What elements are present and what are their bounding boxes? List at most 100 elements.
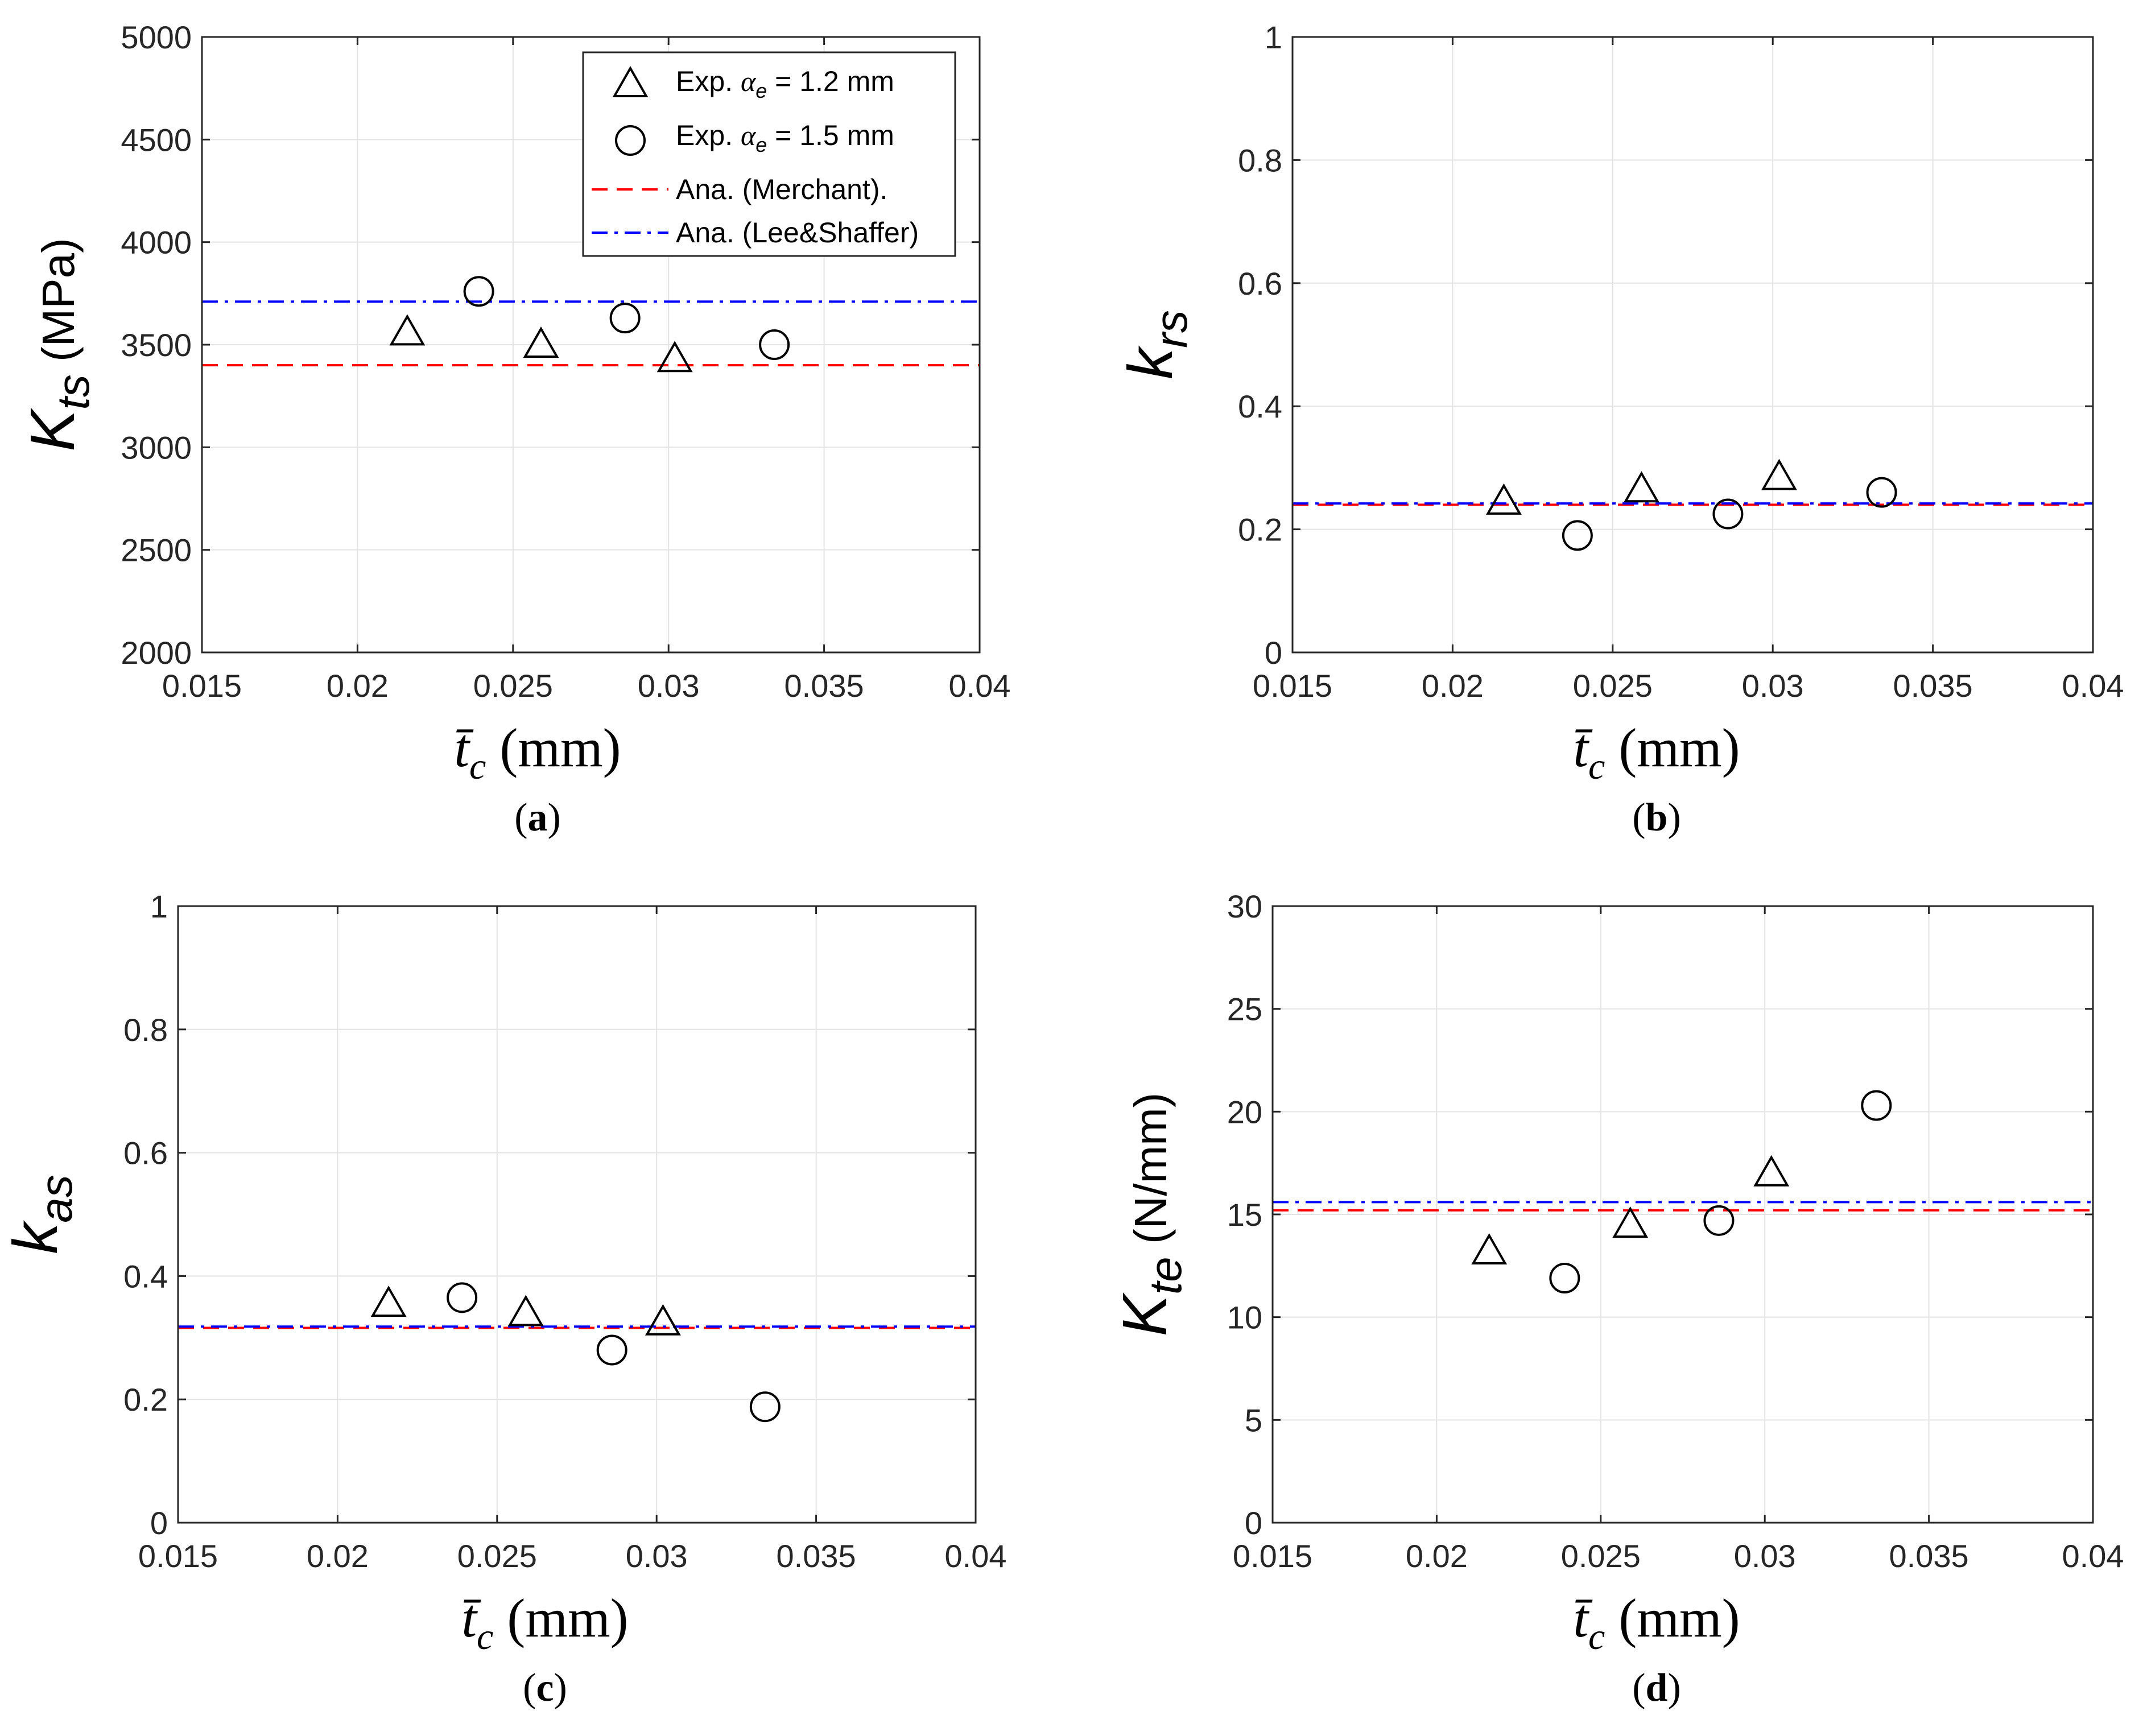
circle-marker [749,1391,781,1423]
y-tick-label: 0.8 [1238,142,1282,178]
y-tick-label: 0.4 [123,1258,168,1294]
x-axis-label: t̄c (mm) [1573,717,1740,787]
legend-circle-label: Exp. αe = 1.5 mm [676,119,894,156]
x-tick-label: 0.025 [457,1538,537,1574]
x-tick-label: 0.025 [1561,1538,1641,1574]
y-tick-label: 5 [1245,1402,1262,1438]
x-tick-label: 0.025 [1573,668,1653,704]
x-axis-label: t̄c (mm) [1573,1588,1740,1658]
y-axis-subscript: te [1140,1256,1191,1295]
legend-text-post: = 1.2 mm [767,65,894,97]
y-tick-label: 4500 [121,122,192,158]
y-tick-label: 25 [1227,991,1262,1027]
y-axis-symbol: K [18,407,88,452]
legend-box [582,51,956,257]
x-axis-subscript: c [1588,1616,1605,1658]
y-axis-unit: (MPa) [33,238,84,374]
panel-c: 0.015 0.02 0.025 0.03 0.035 0.04 0 0.2 0.4 0.6 0.8… [1,888,1007,1710]
y-tick-label: 20 [1227,1094,1262,1130]
triangle-marker [523,326,559,358]
y-tick-label: 1 [1265,19,1282,55]
y-axis-label: krs [1116,310,1196,379]
x-tick-label: 0.015 [1253,668,1332,704]
plot-frame [177,905,977,1524]
x-tick-label: 0.03 [1734,1538,1796,1574]
plot-area [178,906,976,1523]
panel-caption: (a) [514,796,561,840]
x-tick-label: 0.035 [1889,1538,1969,1574]
x-axis-subscript: c [1588,746,1605,787]
panel-caption: (d) [1632,1666,1681,1710]
x-tick-label: 0.035 [777,1538,856,1574]
x-tick-label: 0.015 [162,668,242,704]
y-tick-label: 3500 [121,327,192,363]
x-tick-label: 0.025 [473,668,553,704]
y-tick-label: 0.2 [123,1382,168,1417]
x-tick-label: 0.015 [138,1538,218,1574]
circle-marker [1562,520,1593,551]
x-axis-label: t̄c (mm) [461,1588,628,1658]
y-tick-label: 0.2 [1238,512,1282,548]
x-axis-label: t̄c (mm) [454,717,621,787]
x-tick-label: 0.015 [1233,1538,1312,1574]
caption-letter: b [1646,796,1668,840]
legend-alpha: α [741,119,757,151]
caption-letter: a [528,796,548,840]
y-tick-label: 1 [150,888,168,924]
legend-text-pre: Exp. [676,119,741,151]
x-tick-label: 0.02 [327,668,389,704]
x-tick-label: 0.03 [638,668,700,704]
circle-marker [1549,1263,1580,1294]
legend-circle-icon [615,125,646,156]
triangle-marker [1612,1206,1649,1238]
y-axis-symbol: k [1116,345,1186,379]
circle-marker [447,1282,478,1313]
x-tick-label: 0.03 [1742,668,1804,704]
legend-triangle-icon [612,65,649,97]
legend-alpha: α [741,65,757,97]
triangle-marker [645,1304,681,1336]
legend-sub: e [755,133,767,156]
x-tick-label: 0.04 [949,668,1011,704]
y-axis-symbol: K [1110,1292,1180,1336]
y-axis-subscript: ts [48,374,98,410]
x-axis-subscript: c [477,1616,493,1658]
circle-marker [759,329,790,360]
y-axis-label: kas [1,1175,81,1254]
y-tick-label: 2000 [121,635,192,671]
y-tick-label: 0.8 [123,1012,168,1048]
x-axis-unit: (mm) [493,1588,628,1648]
x-tick-label: 0.035 [1893,668,1973,704]
triangle-marker [1753,1155,1790,1187]
triangle-marker [1761,458,1797,490]
x-axis-unit: (mm) [1605,1588,1740,1648]
y-tick-label: 30 [1227,888,1262,924]
y-tick-label: 4000 [121,225,192,261]
caption-letter: d [1646,1666,1668,1710]
caption-paren: ) [1667,1666,1680,1710]
y-tick-label: 5000 [121,19,192,55]
x-tick-label: 0.02 [307,1538,369,1574]
plot-frame [1271,905,2094,1524]
triangle-marker [656,341,693,373]
y-axis-subscript: as [31,1175,81,1223]
y-axis-label: Kts (MPa) [18,238,98,452]
x-tick-label: 0.02 [1422,668,1484,704]
circle-marker [1866,477,1897,508]
triangle-marker [1486,483,1522,515]
caption-letter: c [536,1666,554,1710]
y-tick-label: 0.4 [1238,388,1282,424]
circle-marker [463,276,494,307]
circle-marker [1712,498,1744,530]
circle-marker [1861,1090,1892,1121]
legend-lee-label: Ana. (Lee&Shaffer) [676,217,919,249]
caption-paren: ( [523,1666,536,1710]
y-axis-unit: (N/mm) [1125,1093,1176,1257]
legend-sub: e [755,79,767,102]
x-axis-unit: (mm) [486,717,621,778]
triangle-marker [370,1286,407,1317]
panel-d: 0.015 0.02 0.025 0.03 0.035 0.04 0 5 10 15 20 25 30 t… [1110,888,2124,1710]
caption-paren: ) [554,1666,567,1710]
